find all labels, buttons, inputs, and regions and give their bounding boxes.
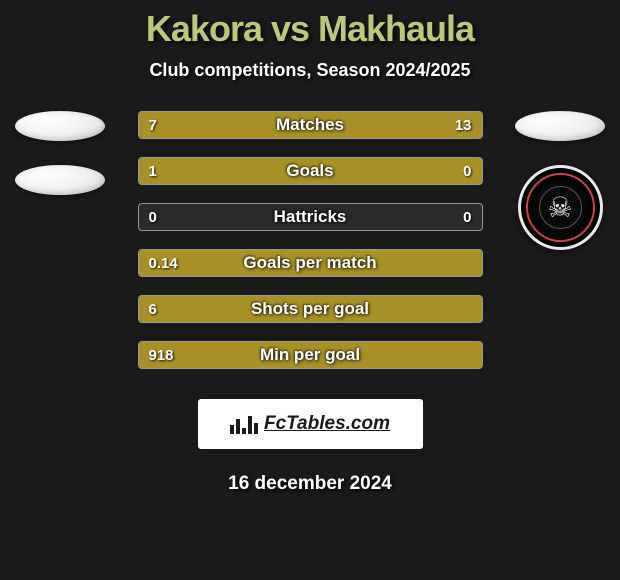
stat-row: 6Shots per goal — [138, 295, 483, 323]
stat-label: Goals — [139, 158, 482, 184]
bar-chart-icon — [230, 414, 258, 434]
fctables-label: FcTables.com — [264, 413, 390, 435]
fctables-link[interactable]: FcTables.com — [198, 399, 423, 449]
stats-area: 713Matches 10Goals 00Hattricks 0.14Goals pe… — [0, 111, 620, 369]
left-player-badge-1 — [15, 111, 105, 141]
stat-row: 918Min per goal — [138, 341, 483, 369]
page-title: Kakora vs Makhaula — [146, 8, 474, 50]
stat-label: Min per goal — [139, 342, 482, 368]
stat-label: Hattricks — [139, 204, 482, 230]
stat-label: Matches — [139, 112, 482, 138]
stat-row: 713Matches — [138, 111, 483, 139]
club-crest: ☠ — [518, 165, 603, 250]
right-logo-column: ☠ — [510, 111, 610, 250]
left-logo-column — [10, 111, 110, 195]
stat-label: Goals per match — [139, 250, 482, 276]
subtitle: Club competitions, Season 2024/2025 — [149, 60, 470, 81]
stat-row: 0.14Goals per match — [138, 249, 483, 277]
stat-label: Shots per goal — [139, 296, 482, 322]
stat-bars: 713Matches 10Goals 00Hattricks 0.14Goals pe… — [138, 111, 483, 369]
stat-row: 00Hattricks — [138, 203, 483, 231]
date-label: 16 december 2024 — [228, 473, 392, 495]
left-player-badge-2 — [15, 165, 105, 195]
stat-row: 10Goals — [138, 157, 483, 185]
right-player-badge — [515, 111, 605, 141]
skull-icon: ☠ — [539, 186, 582, 229]
